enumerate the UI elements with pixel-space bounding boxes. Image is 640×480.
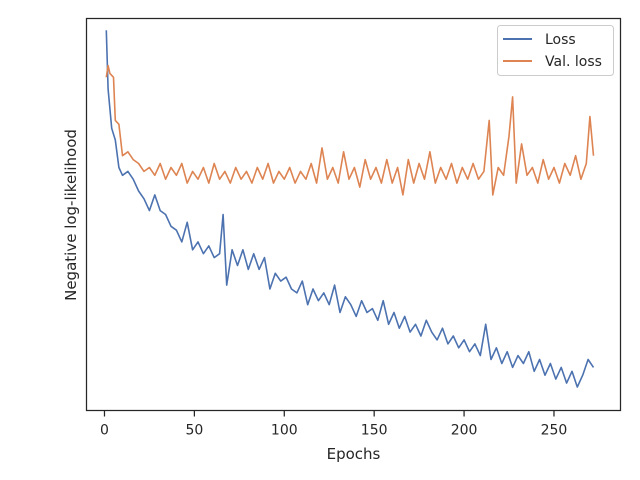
x-axis-ticks: 0 50 100 150 200 250	[100, 410, 568, 439]
legend-label-val-loss: Val. loss	[545, 54, 602, 70]
x-tick-label: 100	[271, 423, 298, 439]
plot-frame	[85, 17, 622, 412]
x-tick-label: 150	[361, 423, 388, 439]
x-tick-label: 200	[451, 423, 478, 439]
x-tick-label: 0	[100, 423, 109, 439]
x-axis-label: Epochs	[327, 445, 381, 463]
y-axis-label: Negative log-likelihood	[62, 129, 80, 301]
series-lines	[105, 30, 595, 388]
series-line-loss	[105, 30, 595, 388]
legend-label-loss: Loss	[545, 32, 576, 48]
legend: Loss Val. loss	[497, 25, 614, 76]
series-line-val-loss	[105, 64, 595, 196]
x-tick-label: 50	[185, 423, 203, 439]
x-tick-label: 250	[541, 423, 568, 439]
